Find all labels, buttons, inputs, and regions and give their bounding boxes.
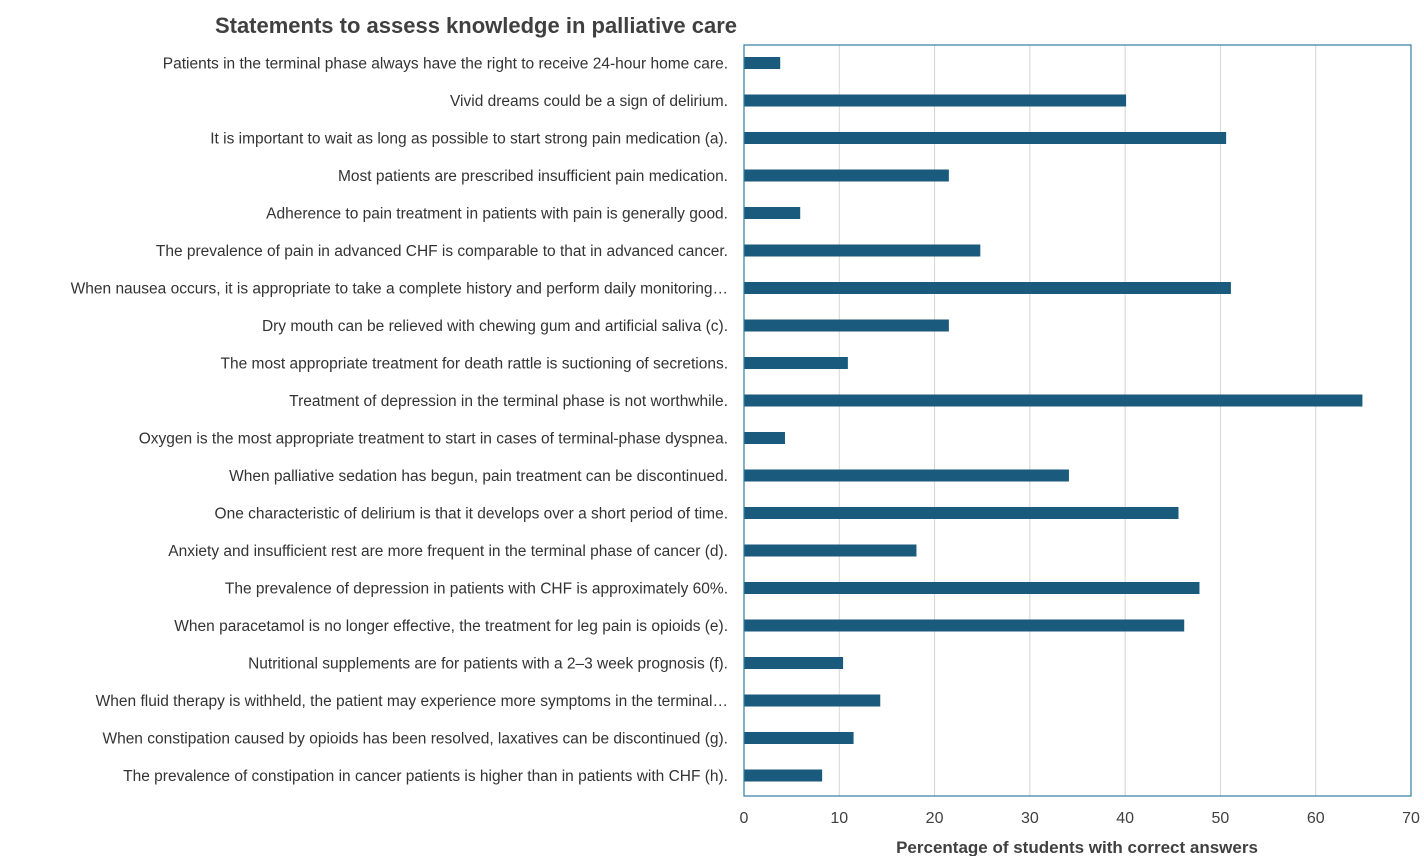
bar [744, 244, 981, 257]
category-label: When paracetamol is no longer effective,… [174, 618, 728, 635]
bar [744, 169, 949, 182]
bar [744, 94, 1127, 107]
bar [744, 657, 844, 669]
bars [744, 57, 1363, 782]
plot-area-frame [743, 44, 1412, 797]
category-label: Oxygen is the most appropriate treatment… [139, 431, 728, 448]
bar [744, 132, 1227, 144]
x-tick-label: 60 [1307, 810, 1325, 827]
category-label: The most appropriate treatment for death… [221, 356, 728, 373]
category-label: Nutritional supplements are for patients… [248, 656, 728, 673]
category-label: Most patients are prescribed insufficien… [338, 168, 728, 185]
category-label: One characteristic of delirium is that i… [215, 506, 728, 523]
category-label: When constipation caused by opioids has … [102, 731, 728, 748]
category-label: Vivid dreams could be a sign of delirium… [450, 93, 728, 110]
x-tick-label: 50 [1212, 810, 1230, 827]
x-tick-label: 20 [926, 810, 944, 827]
chart-title: Statements to assess knowledge in pallia… [215, 13, 737, 38]
bar [744, 694, 881, 707]
bar [744, 507, 1179, 519]
gridlines [838, 45, 1317, 796]
category-label: Adherence to pain treatment in patients … [266, 206, 728, 223]
category-label: When fluid therapy is withheld, the pati… [96, 693, 728, 710]
bar [744, 432, 785, 444]
x-tick-label: 10 [830, 810, 848, 827]
bar [744, 394, 1363, 407]
x-axis-tick-labels: 0 10 20 30 40 50 60 70 [740, 810, 1420, 827]
category-label: The prevalence of depression in patients… [225, 581, 728, 598]
x-tick-label: 30 [1021, 810, 1039, 827]
bar [744, 282, 1231, 294]
category-label: Anxiety and insufficient rest are more f… [168, 543, 728, 560]
category-label: When nausea occurs, it is appropriate to… [71, 281, 728, 298]
category-label: The prevalence of pain in advanced CHF i… [156, 243, 728, 260]
category-labels: Patients in the terminal phase always ha… [71, 56, 728, 786]
x-axis-title: Percentage of students with correct answ… [896, 838, 1258, 856]
x-tick-label: 70 [1402, 810, 1420, 827]
category-label: Treatment of depression in the terminal … [289, 393, 728, 410]
bar [744, 469, 1069, 482]
category-label: It is important to wait as long as possi… [210, 131, 728, 148]
bar [744, 319, 949, 332]
bar [744, 732, 854, 744]
category-label: Patients in the terminal phase always ha… [163, 56, 728, 73]
category-label: Dry mouth can be relieved with chewing g… [262, 318, 728, 335]
category-label: The prevalence of constipation in cancer… [123, 768, 728, 785]
x-tick-label: 40 [1116, 810, 1134, 827]
bar [744, 619, 1185, 632]
bar [744, 582, 1200, 594]
bar [744, 57, 781, 69]
bar [744, 544, 917, 557]
x-tick-label: 0 [740, 810, 749, 827]
category-label: When palliative sedation has begun, pain… [229, 468, 728, 485]
bar [744, 207, 801, 219]
bar [744, 769, 823, 782]
bar [744, 357, 848, 369]
